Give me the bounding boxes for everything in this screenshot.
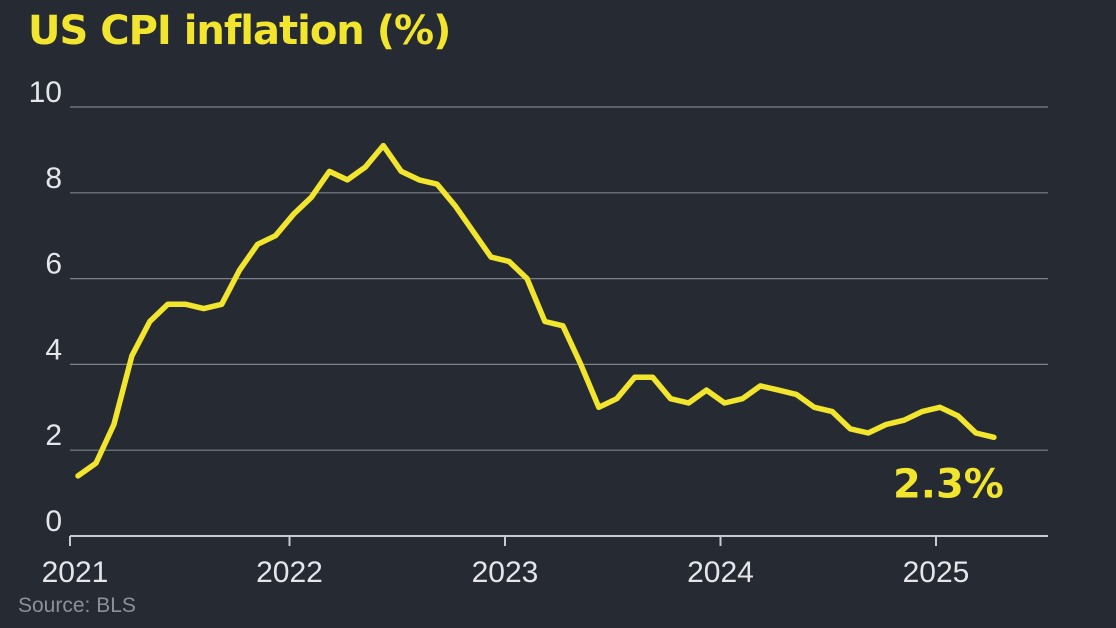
x-tick-label: 2023: [472, 556, 539, 589]
y-axis-tick-labels: 0 2 4 6 8 10: [29, 76, 62, 538]
cpi-series-line: [75, 142, 997, 479]
gridlines: [70, 106, 1048, 451]
y-tick-label: 2: [45, 419, 62, 452]
y-tick-label: 10: [29, 76, 62, 109]
y-tick-label: 0: [45, 505, 62, 538]
y-tick-label: 8: [45, 162, 62, 195]
x-tick-label: 2025: [903, 556, 970, 589]
x-tick-label: 2021: [42, 556, 109, 589]
chart-title: US CPI inflation (%): [28, 8, 451, 54]
source-note: Source: BLS: [18, 594, 136, 617]
x-axis: 2021 2022 2023 2024 2025: [42, 535, 1048, 589]
y-tick-label: 6: [45, 248, 62, 281]
x-tick-label: 2022: [256, 556, 323, 589]
x-tick-label: 2024: [687, 556, 754, 589]
y-tick-label: 4: [45, 333, 62, 366]
latest-value-label: 2.3%: [893, 461, 1004, 507]
